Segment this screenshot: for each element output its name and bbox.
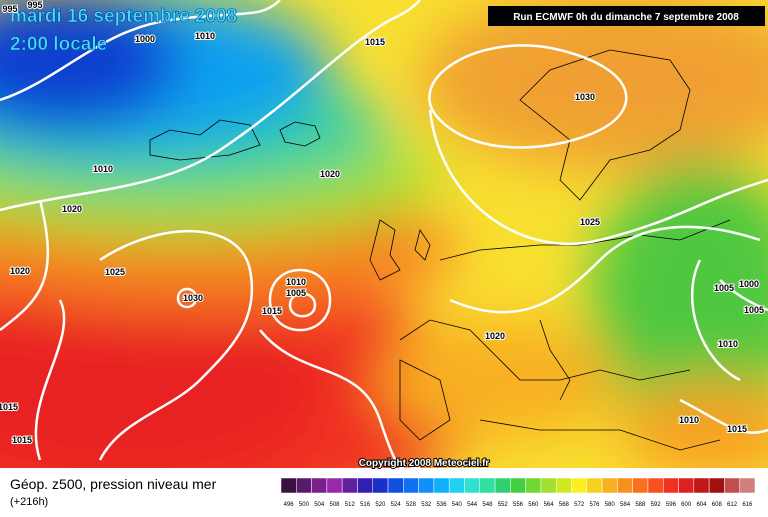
isobar-label: 1010 <box>718 339 738 349</box>
legend-label: 556 <box>513 502 524 508</box>
legend-swatch <box>586 477 603 494</box>
legend-label: 612 <box>727 502 738 508</box>
legend-label: 500 <box>299 502 310 508</box>
legend-swatch <box>739 477 756 494</box>
legend-title: Géop. z500, pression niveau mer <box>10 476 217 492</box>
legend-label: 544 <box>467 502 478 508</box>
legend-label: 564 <box>544 502 555 508</box>
legend-swatch <box>341 477 358 494</box>
legend-label: 520 <box>375 502 386 508</box>
legend-label: 592 <box>651 502 662 508</box>
legend-label: 596 <box>666 502 677 508</box>
legend-swatch <box>280 477 297 494</box>
forecast-lead: (+216h) <box>10 496 48 508</box>
legend-label: 600 <box>681 502 692 508</box>
legend-label: 512 <box>345 502 356 508</box>
isobar-label: 1020 <box>485 331 505 341</box>
legend-swatch <box>326 477 343 494</box>
legend-label: 604 <box>696 502 707 508</box>
isobar-label: 1005 <box>744 305 764 315</box>
legend-swatch <box>601 477 618 494</box>
isobar-label: 1015 <box>12 435 32 445</box>
legend-swatch <box>387 477 404 494</box>
isobar-label: 1015 <box>0 402 18 412</box>
isobar-label: 1010 <box>679 415 699 425</box>
copyright: Copyright 2008 Meteociel.fr <box>359 458 490 469</box>
isobar-label: 1020 <box>62 204 82 214</box>
legend-swatch <box>372 477 389 494</box>
isobar-label: 1020 <box>10 266 30 276</box>
forecast-date: mardi 16 septembre 2008 <box>10 6 237 27</box>
legend-swatch <box>464 477 481 494</box>
isobar-label: 1015 <box>365 37 385 47</box>
isobar-label: 1000 <box>739 279 759 289</box>
legend-swatch <box>479 477 496 494</box>
legend-swatch <box>510 477 526 494</box>
legend-label: 584 <box>620 502 631 508</box>
legend-label: 524 <box>391 502 402 508</box>
legend-label: 536 <box>437 502 448 508</box>
run-info: Run ECMWF 0h du dimanche 7 septembre 200… <box>513 12 739 23</box>
legend-label: 508 <box>330 502 341 508</box>
legend-label: 616 <box>742 502 753 508</box>
isobar-label: 995 <box>27 0 42 10</box>
coastlines <box>149 49 731 451</box>
forecast-time: 2:00 locale <box>10 34 107 55</box>
legend-label: 608 <box>712 502 723 508</box>
isobar-label: 1005 <box>286 288 306 298</box>
legend-label: 588 <box>635 502 646 508</box>
isobar-label: 1010 <box>286 277 306 287</box>
legend-swatch <box>525 477 542 494</box>
isobar-label: 1010 <box>93 164 113 174</box>
legend-swatch <box>663 477 679 494</box>
legend-label: 568 <box>559 502 570 508</box>
legend-label: 532 <box>421 502 432 508</box>
legend-label: 548 <box>482 502 493 508</box>
legend-swatch <box>311 477 328 494</box>
legend-swatch <box>724 477 740 494</box>
legend-swatch <box>418 477 435 494</box>
legend-swatch <box>647 477 664 494</box>
legend-label: 528 <box>406 502 417 508</box>
legend-label: 580 <box>605 502 616 508</box>
legend-label: 496 <box>284 502 295 508</box>
legend-label: 504 <box>314 502 325 508</box>
legend-swatch <box>403 477 419 494</box>
isobar-label: 1030 <box>575 92 595 102</box>
isobar-label: 1015 <box>262 306 282 316</box>
legend-swatch <box>708 477 725 494</box>
legend-label: 576 <box>589 502 600 508</box>
isobar-label: 1025 <box>580 217 600 227</box>
legend-swatch <box>357 477 373 494</box>
legend-swatch <box>678 477 695 494</box>
isobar-label: 1025 <box>105 267 125 277</box>
run-box <box>488 6 765 26</box>
legend-swatch <box>693 477 710 494</box>
legend-label: 540 <box>452 502 463 508</box>
isobar-label: 1010 <box>195 31 215 41</box>
legend-swatch <box>540 477 557 494</box>
legend-swatch <box>617 477 633 494</box>
isobar-label: 1005 <box>714 283 734 293</box>
isobar-label: 1015 <box>727 424 747 434</box>
isobars <box>0 0 768 468</box>
isobar-label: 1020 <box>320 169 340 179</box>
legend-swatch <box>571 477 588 494</box>
isobar-label: 995 <box>2 4 17 14</box>
legend-swatch <box>296 477 312 494</box>
legend-swatch <box>555 477 572 494</box>
legend-swatch <box>632 477 649 494</box>
legend-swatch <box>433 477 450 494</box>
isobar-label: 1000 <box>135 34 155 44</box>
isobar-label: 1030 <box>183 293 203 303</box>
legend-label: 560 <box>528 502 539 508</box>
legend-label: 552 <box>498 502 509 508</box>
legend-label: 516 <box>360 502 371 508</box>
legend-label: 572 <box>574 502 585 508</box>
legend-swatch <box>494 477 511 494</box>
legend-swatch <box>448 477 465 494</box>
